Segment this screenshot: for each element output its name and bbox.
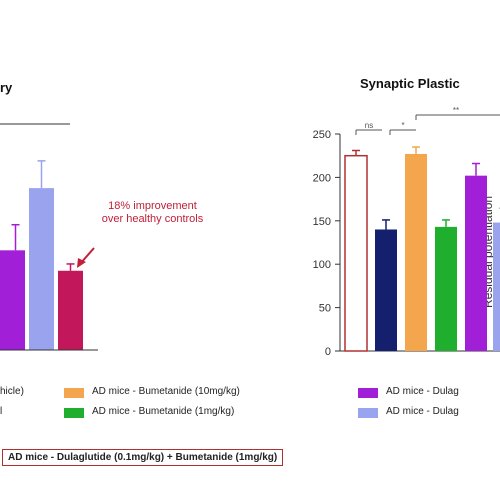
right-chart-title: Synaptic Plastic <box>360 76 460 91</box>
left-bar-combination <box>58 270 83 350</box>
legend-swatch-dulaglutide-low <box>358 408 378 418</box>
left-chart-title: ry <box>0 80 13 95</box>
bar-bumetanide-10 <box>405 153 427 351</box>
right-y-tick-label: 100 <box>313 259 331 271</box>
bar-ad-vehicle <box>375 229 397 351</box>
legend-item-dulaglutide-low: AD mice - Dulag <box>386 406 459 417</box>
right-y-tick-label: 250 <box>313 129 331 141</box>
bar-bumetanide-1 <box>435 226 457 351</box>
legend-swatch-bumetanide-1 <box>64 408 84 418</box>
right-y-tick-label: 50 <box>319 303 331 315</box>
annotation-line-2: over healthy controls <box>101 213 204 225</box>
legend-item-bumetanide-1: AD mice - Bumetanide (1mg/kg) <box>92 406 235 417</box>
right-chart: Residual potentiation (% from baseline) … <box>313 106 500 358</box>
right-y-tick-label: 0 <box>325 346 331 358</box>
annotation-arrow-head <box>77 258 86 268</box>
significance-label: ** <box>453 106 459 115</box>
left-bar-dulaglutide <box>0 250 25 350</box>
legend-item-combination: AD mice - Dulaglutide (0.1mg/kg) + Bumet… <box>2 449 284 466</box>
legend-item-bumetanide-10: AD mice - Bumetanide (10mg/kg) <box>92 386 240 397</box>
right-y-tick-label: 200 <box>313 172 331 184</box>
left-bar-dulaglutide-low <box>29 188 54 350</box>
annotation-line-1: 18% improvement <box>108 200 197 212</box>
annotation: 18% improvement over healthy controls <box>80 200 225 226</box>
legend-swatch-bumetanide-10 <box>64 388 84 398</box>
left-chart <box>0 123 98 351</box>
right-y-tick-label: 150 <box>313 216 331 228</box>
significance-label: ns <box>365 121 373 130</box>
legend-item-dulaglutide: AD mice - Dulag <box>386 386 459 397</box>
bar-dulaglutide <box>465 175 487 351</box>
legend-item-healthy: l <box>0 406 3 417</box>
legend-item-vehicle: hicle) <box>0 386 24 397</box>
bar-dulaglutide-low <box>493 222 500 351</box>
bar-healthy <box>344 154 368 352</box>
legend-swatch-dulaglutide <box>358 388 378 398</box>
significance-label: * <box>401 121 404 130</box>
